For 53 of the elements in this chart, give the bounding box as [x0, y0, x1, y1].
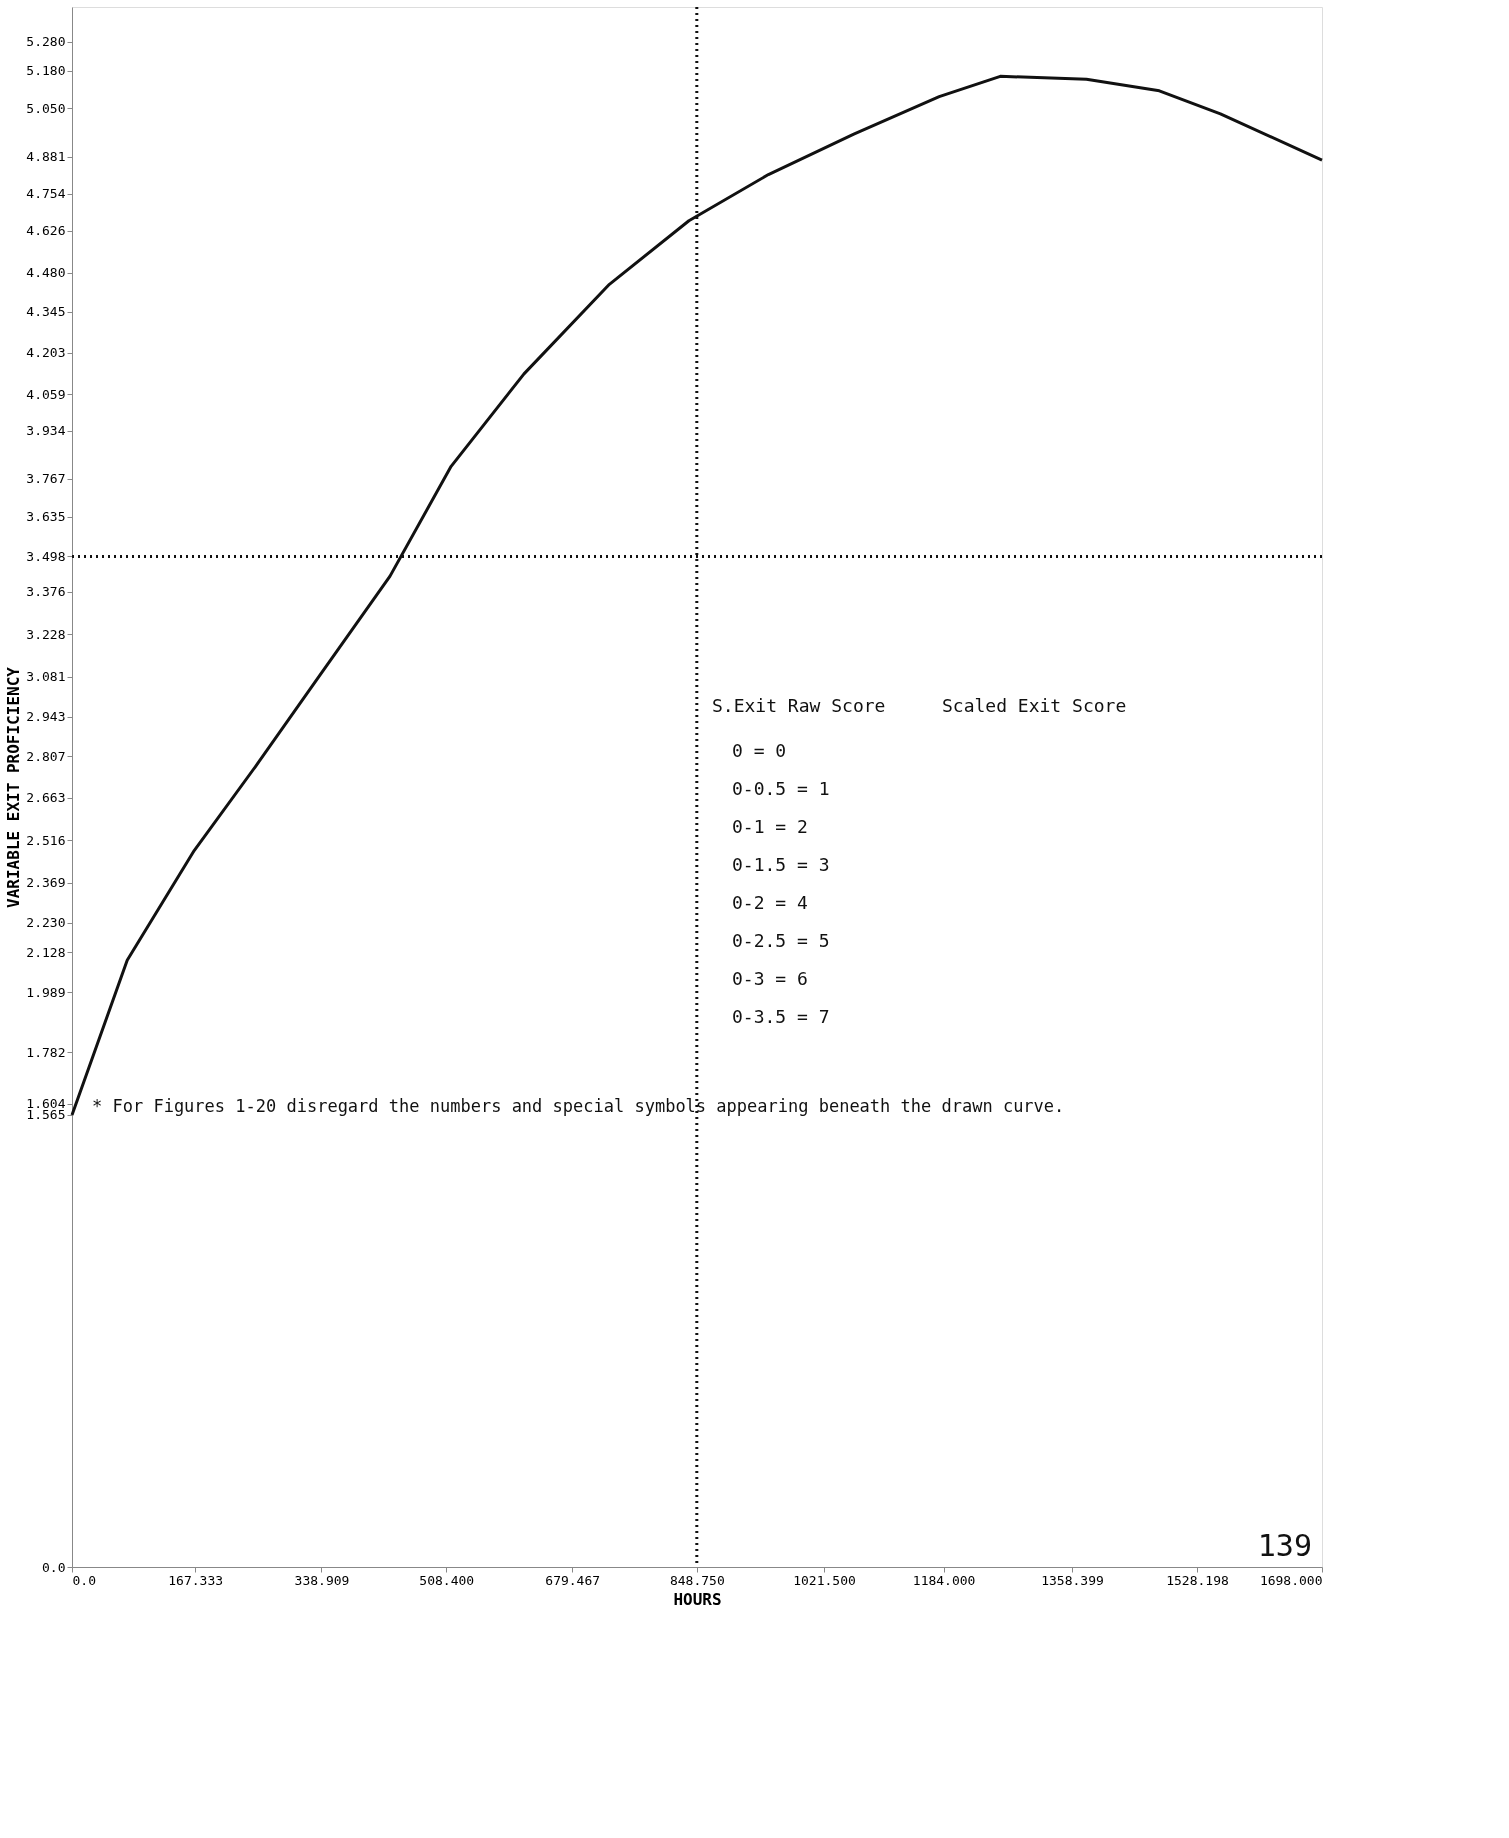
annotation: 0-1 = 2	[732, 816, 808, 837]
y-tick-label: 2.369	[26, 875, 66, 891]
y-tick-label: 3.228	[26, 626, 66, 642]
y-tick-label: 3.767	[26, 471, 66, 487]
x-tick-label: 1021.500	[793, 1572, 856, 1588]
annotation: * For Figures 1-20 disregard the numbers and special symbols appearing beneath the drawn curve.	[92, 1096, 1065, 1116]
y-tick-label: 5.180	[26, 63, 66, 79]
annotation: 0-2.5 = 5	[732, 930, 830, 951]
y-tick-label: 3.934	[26, 423, 66, 439]
y-tick-label: 4.203	[26, 345, 66, 361]
x-tick-label: 679.467	[545, 1572, 601, 1588]
x-tick-label: 338.909	[294, 1572, 350, 1588]
y-tick-label: 0.0	[42, 1559, 66, 1575]
annotation: 0 = 0	[732, 740, 787, 761]
y-tick-label: 3.376	[26, 584, 66, 600]
y-tick-label: 1.989	[26, 984, 66, 1000]
annotation: Scaled Exit Score	[942, 695, 1127, 716]
y-tick-label: 4.881	[26, 149, 66, 165]
x-tick-label: 1528.198	[1166, 1572, 1229, 1588]
x-tick-label: 167.333	[168, 1572, 224, 1588]
y-tick-label: 5.280	[26, 34, 66, 50]
annotation: 0-3 = 6	[732, 968, 808, 989]
x-tick-label: 508.400	[419, 1572, 475, 1588]
annotation: 0-2 = 4	[732, 892, 808, 913]
annotation: 0-3.5 = 7	[732, 1006, 830, 1027]
annotation: 0-0.5 = 1	[732, 778, 830, 799]
annotation: S.Exit Raw Score	[712, 695, 886, 716]
y-tick-label: 3.635	[26, 509, 66, 525]
y-tick-label: 1.565	[26, 1107, 66, 1123]
y-tick-label: 3.081	[26, 669, 66, 685]
x-tick-label: 848.750	[669, 1572, 725, 1588]
y-tick-label: 2.807	[26, 748, 66, 764]
y-axis-title: VARIABLE EXIT PROFICIENCY	[4, 666, 24, 908]
y-tick-label: 2.128	[26, 944, 66, 960]
x-tick-label: 1698.000	[1259, 1572, 1323, 1588]
y-tick-label: 2.516	[26, 832, 66, 848]
y-tick-label: 2.663	[26, 790, 66, 806]
y-tick-label: 4.626	[26, 223, 66, 239]
x-tick-label: 0.0	[72, 1572, 96, 1588]
x-tick-label: 1184.000	[912, 1572, 976, 1588]
y-tick-label: 3.498	[26, 548, 66, 564]
y-tick-label: 5.050	[26, 100, 66, 116]
x-tick-label: 1358.399	[1041, 1572, 1104, 1588]
y-tick-label: 2.943	[26, 709, 66, 725]
x-axis-title: HOURS	[673, 1589, 722, 1609]
y-tick-label: 1.782	[26, 1044, 66, 1060]
y-tick-label: 2.230	[26, 915, 66, 931]
y-tick-label: 4.059	[26, 386, 66, 402]
annotation: 139	[1257, 1528, 1312, 1563]
y-tick-label: 4.754	[26, 186, 66, 202]
y-tick-label: 4.480	[26, 265, 66, 281]
y-tick-label: 4.345	[26, 304, 66, 320]
annotation: 0-1.5 = 3	[732, 854, 830, 875]
